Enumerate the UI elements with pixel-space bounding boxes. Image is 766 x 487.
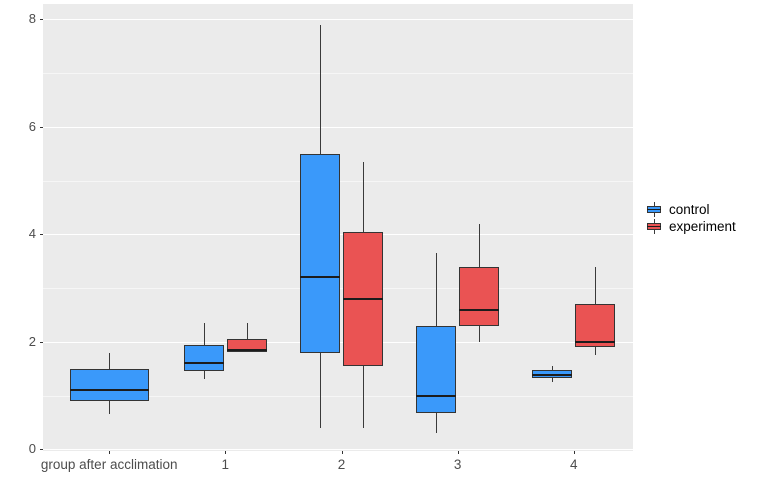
x-tick-mark bbox=[341, 451, 343, 454]
x-tick-mark bbox=[573, 451, 575, 454]
upper-whisker bbox=[320, 24, 321, 154]
lower-whisker bbox=[479, 325, 481, 342]
lower-whisker bbox=[203, 371, 205, 380]
box-experiment bbox=[459, 266, 500, 326]
upper-whisker bbox=[109, 352, 111, 369]
plot-panel bbox=[43, 4, 633, 451]
y-tick-label: 4 bbox=[28, 226, 36, 242]
major-gridline bbox=[43, 126, 633, 128]
median-line bbox=[416, 394, 457, 397]
major-gridline bbox=[43, 19, 633, 21]
box-control bbox=[300, 153, 340, 353]
y-tick-label: 2 bbox=[28, 333, 36, 349]
upper-whisker bbox=[246, 323, 248, 340]
legend-key-boxplot-icon bbox=[646, 202, 663, 217]
x-tick-mark bbox=[109, 451, 111, 454]
upper-whisker bbox=[203, 323, 205, 345]
legend-key-boxplot-icon bbox=[646, 219, 663, 234]
y-tick-mark bbox=[40, 19, 43, 21]
y-tick-mark bbox=[40, 341, 43, 343]
box-control bbox=[416, 325, 457, 414]
median-line bbox=[300, 276, 340, 279]
legend-key-median bbox=[647, 226, 661, 227]
upper-whisker bbox=[595, 266, 597, 305]
median-line bbox=[459, 308, 500, 311]
legend-entry-experiment: experiment bbox=[646, 218, 736, 235]
median-line bbox=[226, 348, 267, 351]
lower-whisker bbox=[552, 378, 554, 383]
lower-whisker bbox=[109, 400, 111, 415]
upper-whisker bbox=[436, 253, 438, 326]
upper-whisker bbox=[552, 366, 554, 371]
upper-whisker bbox=[479, 223, 481, 267]
y-tick-label: 0 bbox=[28, 441, 36, 457]
x-tick-label: group after acclimation bbox=[40, 457, 178, 472]
upper-whisker bbox=[363, 161, 364, 232]
box-control bbox=[183, 344, 224, 372]
median-line bbox=[343, 297, 383, 300]
median-line bbox=[532, 374, 573, 377]
y-tick-label: 8 bbox=[28, 11, 36, 27]
x-tick-label: 1 bbox=[221, 457, 230, 472]
legend: control experiment bbox=[646, 201, 736, 235]
y-tick-mark bbox=[40, 234, 43, 236]
legend-entry-control: control bbox=[646, 201, 736, 218]
x-tick-label: 3 bbox=[453, 457, 462, 472]
y-tick-mark bbox=[40, 449, 43, 451]
box-control bbox=[69, 368, 149, 401]
legend-label: control bbox=[669, 201, 710, 217]
y-tick-label: 6 bbox=[28, 118, 36, 134]
median-line bbox=[183, 362, 224, 365]
x-tick-mark bbox=[225, 451, 227, 454]
box-experiment bbox=[575, 304, 616, 348]
lower-whisker bbox=[320, 352, 321, 428]
median-line bbox=[575, 340, 616, 343]
lower-whisker bbox=[595, 347, 597, 356]
major-gridline bbox=[43, 449, 633, 451]
legend-label: experiment bbox=[669, 218, 736, 234]
x-tick-mark bbox=[457, 451, 459, 454]
legend-key-median bbox=[647, 209, 661, 210]
x-tick-label: 2 bbox=[337, 457, 346, 472]
median-line bbox=[69, 389, 149, 392]
x-tick-label: 4 bbox=[570, 457, 578, 472]
minor-gridline bbox=[43, 73, 633, 75]
y-tick-mark bbox=[40, 126, 43, 128]
lower-whisker bbox=[436, 413, 438, 434]
lower-whisker bbox=[363, 366, 364, 428]
minor-gridline bbox=[43, 395, 633, 397]
